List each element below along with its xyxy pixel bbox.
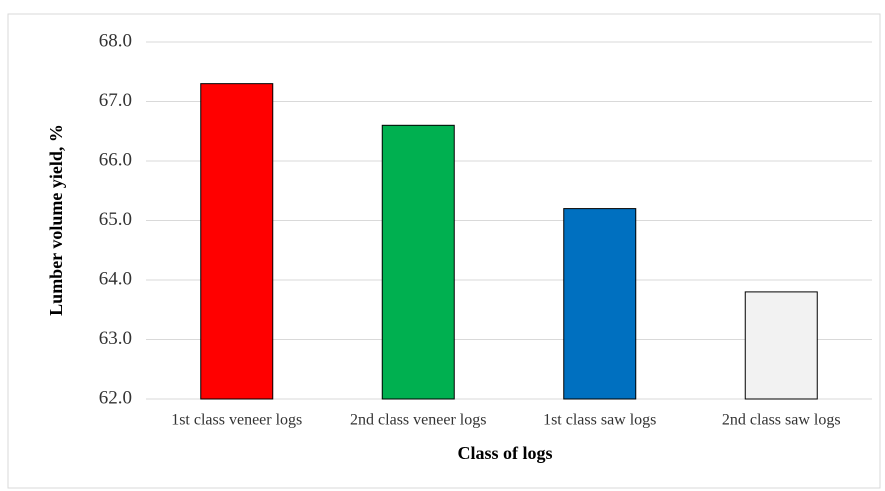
y-tick-label: 63.0: [99, 328, 132, 349]
y-tick-label: 64.0: [99, 268, 132, 289]
bar: [744, 291, 818, 400]
y-tick-label: 68.0: [99, 30, 132, 51]
x-tick-label: 1st class saw logs: [543, 412, 656, 429]
bar: [381, 124, 455, 400]
y-tick-label: 66.0: [99, 149, 132, 170]
x-tick-label: 2nd class saw logs: [722, 412, 841, 429]
x-tick-label: 2nd class veneer logs: [350, 412, 486, 429]
bar: [563, 208, 637, 400]
y-tick-label: 65.0: [99, 209, 132, 230]
bar: [200, 83, 274, 400]
y-tick-label: 67.0: [99, 90, 132, 111]
y-tick-label: 62.0: [99, 387, 132, 408]
y-axis-title: Lumber volume yield, %: [46, 124, 66, 316]
x-tick-label: 1st class veneer logs: [171, 412, 302, 429]
x-axis-title: Class of logs: [457, 443, 552, 463]
